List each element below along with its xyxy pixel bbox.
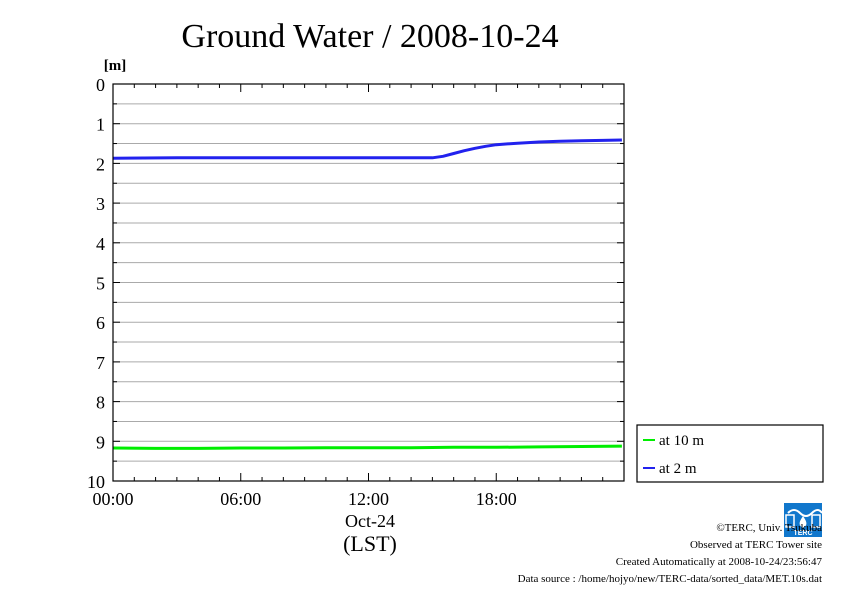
footer-observed: Observed at TERC Tower site: [689, 539, 822, 551]
y-tick-label: 10: [87, 472, 105, 492]
y-tick-label: 9: [96, 432, 105, 452]
x-tick-label: 18:00: [476, 489, 517, 509]
x-tick-label: 00:00: [92, 489, 133, 509]
footer-created: Created Automatically at 2008-10-24/23:5…: [615, 556, 822, 568]
legend-box: [636, 424, 824, 483]
x-tick-label: 12:00: [348, 489, 389, 509]
chart-title: Ground Water / 2008-10-24: [181, 18, 558, 55]
y-tick-label: 1: [96, 115, 105, 135]
grid-lines: [113, 103, 624, 462]
terc-logo: TERC: [784, 503, 823, 537]
legend-label: at 10 m: [659, 433, 704, 449]
y-tick-label: 4: [96, 234, 105, 254]
y-tick-label: 6: [96, 313, 105, 333]
y-axis-unit: [m]: [104, 58, 127, 74]
y-tick-label: 3: [96, 194, 105, 214]
series-line-at-2m: [112, 138, 622, 160]
plot-area: [112, 138, 622, 450]
y-tick-label: 8: [96, 393, 105, 413]
x-axis-date-label: Oct-24: [345, 511, 395, 531]
footer-copyright: ©TERC, Univ. Tsukuba: [716, 522, 822, 534]
y-tick-label: 0: [96, 75, 105, 95]
series-line-at-10m: [112, 444, 622, 450]
y-tick-label: 5: [96, 274, 105, 294]
y-tick-label: 2: [96, 154, 105, 174]
y-tick-label: 7: [96, 353, 105, 373]
x-axis-unit-label: (LST): [343, 531, 397, 556]
footer-source: Data source : /home/hojyo/new/TERC-data/…: [517, 573, 822, 585]
logo-text: TERC: [793, 530, 812, 537]
legend: at 10 m at 2 m: [636, 424, 824, 483]
legend-label: at 2 m: [659, 461, 697, 477]
x-tick-label: 06:00: [220, 489, 261, 509]
